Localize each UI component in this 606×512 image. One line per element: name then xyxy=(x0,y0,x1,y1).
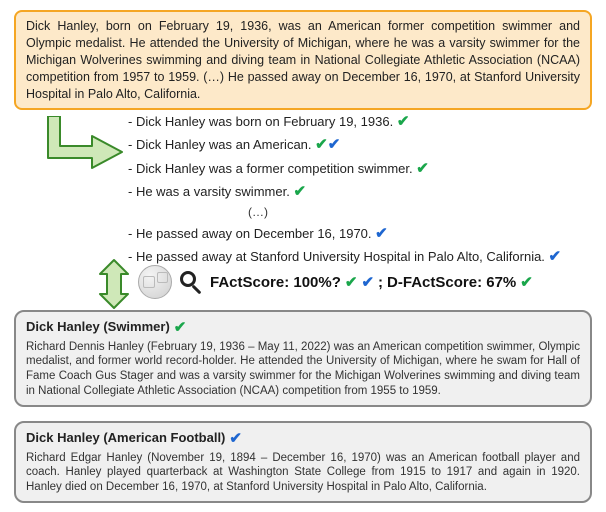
dfactscore-text: D-FActScore: 67% xyxy=(387,274,516,291)
check-blue-icon: ✔ xyxy=(229,429,242,449)
check-green-icon: ✔ xyxy=(397,113,410,130)
fact-row: - Dick Hanley was born on February 19, 1… xyxy=(128,110,561,133)
reference-card-swimmer: Dick Hanley (Swimmer) ✔ Richard Dennis H… xyxy=(14,310,592,407)
card-body: Richard Dennis Hanley (February 19, 1936… xyxy=(26,340,580,400)
check-blue-icon: ✔ xyxy=(328,136,341,153)
facts-list: - Dick Hanley was born on February 19, 1… xyxy=(128,110,561,268)
fact-row: - He passed away on December 16, 1970. ✔ xyxy=(128,222,561,245)
check-green-icon: ✔ xyxy=(520,273,533,291)
reference-card-football: Dick Hanley (American Football) ✔ Richar… xyxy=(14,421,592,503)
check-green-icon: ✔ xyxy=(345,273,358,291)
card-title-text: Dick Hanley (Swimmer) xyxy=(26,319,170,336)
arrow-to-facts-icon xyxy=(44,116,126,188)
fact-text: - He passed away at Stanford University … xyxy=(128,249,545,264)
fact-text: - Dick Hanley was a former competition s… xyxy=(128,161,413,176)
check-blue-icon: ✔ xyxy=(361,273,374,291)
magnifier-icon xyxy=(178,269,204,295)
fact-text: - He passed away on December 16, 1970. xyxy=(128,226,372,241)
card-title: Dick Hanley (American Football) ✔ xyxy=(26,429,242,449)
fact-row: - He was a varsity swimmer. ✔ xyxy=(128,180,561,203)
check-green-icon: ✔ xyxy=(315,136,328,153)
arrow-updown-icon xyxy=(94,258,134,310)
fact-row: - Dick Hanley was an American. ✔✔ xyxy=(128,133,561,156)
check-blue-icon: ✔ xyxy=(375,225,388,242)
summary-text: Dick Hanley, born on February 19, 1936, … xyxy=(26,19,580,101)
separator: ; xyxy=(378,274,383,291)
score-row: FActScore: 100%? ✔✔; D-FActScore: 67% ✔ xyxy=(138,265,533,299)
factscore-text: FActScore: 100%? xyxy=(210,274,341,291)
fact-row: - Dick Hanley was a former competition s… xyxy=(128,157,561,180)
wikipedia-globe-icon xyxy=(138,265,172,299)
factscore-label: FActScore: 100%? ✔✔; D-FActScore: 67% ✔ xyxy=(210,273,533,291)
check-green-icon: ✔ xyxy=(416,160,429,177)
card-title: Dick Hanley (Swimmer) ✔ xyxy=(26,318,186,338)
fact-text: - He was a varsity swimmer. xyxy=(128,184,290,199)
check-green-icon: ✔ xyxy=(174,318,187,338)
card-body: Richard Edgar Hanley (November 19, 1894 … xyxy=(26,451,580,496)
check-green-icon: ✔ xyxy=(293,183,306,200)
check-blue-icon: ✔ xyxy=(549,248,562,265)
card-title-text: Dick Hanley (American Football) xyxy=(26,430,225,447)
fact-text: - Dick Hanley was an American. xyxy=(128,137,312,152)
fact-ellipsis: (…) xyxy=(128,203,388,222)
summary-box: Dick Hanley, born on February 19, 1936, … xyxy=(14,10,592,110)
fact-text: - Dick Hanley was born on February 19, 1… xyxy=(128,114,393,129)
